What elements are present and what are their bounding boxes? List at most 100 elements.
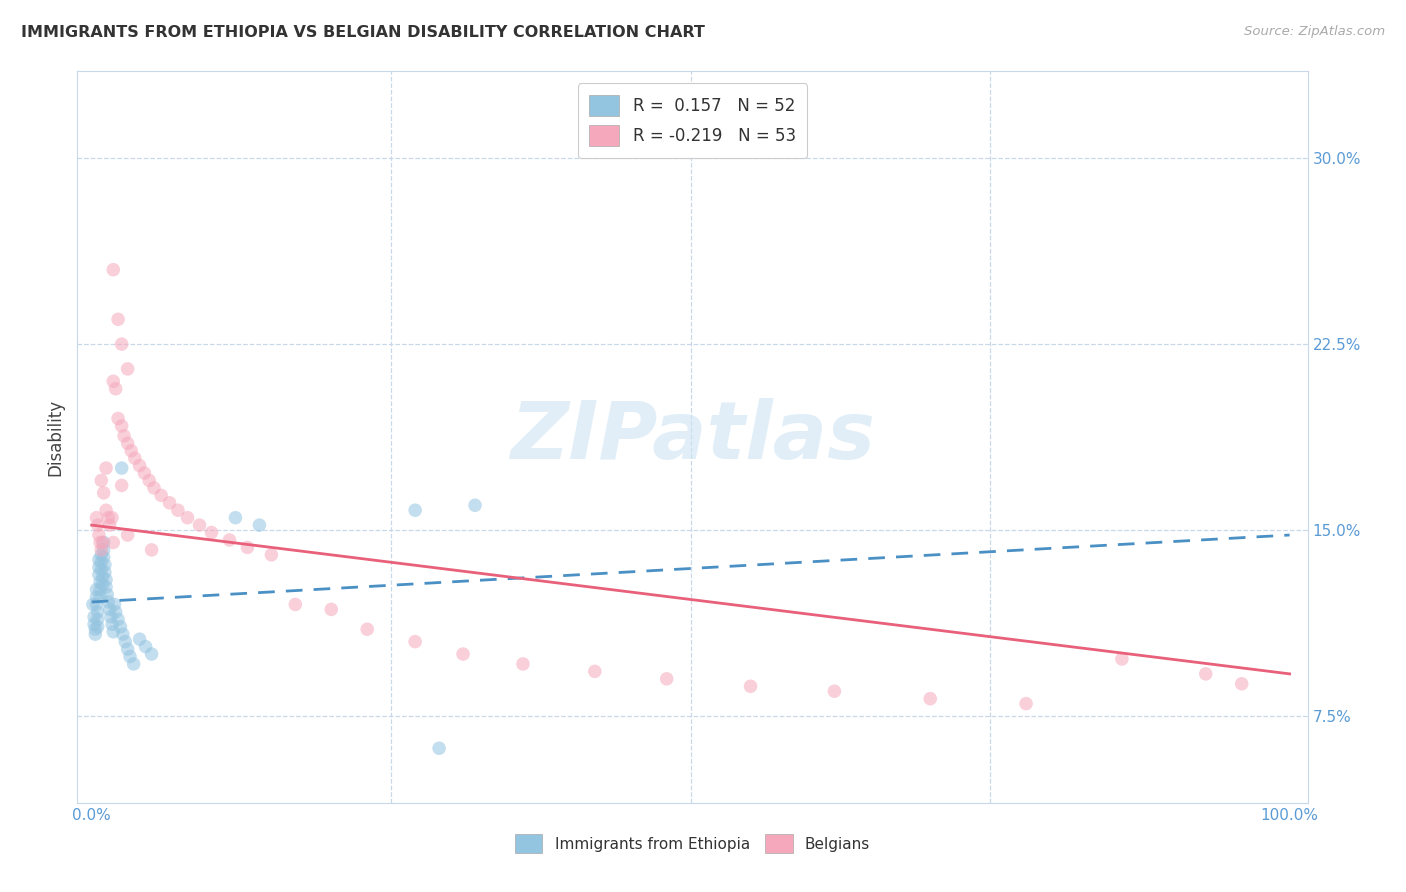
Point <box>104 605 127 619</box>
Point <box>107 312 129 326</box>
Point <box>112 429 135 443</box>
Point <box>86 518 108 533</box>
Point <box>86 612 108 626</box>
Point <box>740 679 762 693</box>
Point <box>93 535 115 549</box>
Point <box>122 657 145 671</box>
Point <box>93 486 115 500</box>
Text: ZIPatlas: ZIPatlas <box>510 398 875 476</box>
Point <box>103 598 125 612</box>
Point <box>124 451 146 466</box>
Point <box>86 598 108 612</box>
Point <box>176 510 198 524</box>
Point <box>464 498 486 512</box>
Point <box>141 542 163 557</box>
Point <box>1111 652 1133 666</box>
Point <box>104 382 127 396</box>
Point <box>86 510 108 524</box>
Point <box>111 478 134 492</box>
Point <box>107 612 129 626</box>
Point <box>101 617 124 632</box>
Point <box>141 647 163 661</box>
Point <box>128 632 150 647</box>
Point <box>134 466 156 480</box>
Point <box>90 555 112 569</box>
Point <box>218 533 240 547</box>
Point <box>167 503 190 517</box>
Point <box>200 525 222 540</box>
Point <box>93 550 115 565</box>
Point <box>98 602 121 616</box>
Point <box>91 570 114 584</box>
Point <box>111 418 134 433</box>
Point <box>404 634 426 648</box>
Point <box>82 598 104 612</box>
Point <box>90 542 112 557</box>
Point <box>87 553 110 567</box>
Point <box>111 461 134 475</box>
Point <box>93 542 115 557</box>
Point <box>159 496 181 510</box>
Point <box>356 622 378 636</box>
Point <box>404 503 426 517</box>
Point <box>117 528 139 542</box>
Point <box>89 582 111 597</box>
Point <box>111 627 134 641</box>
Point <box>87 528 110 542</box>
Point <box>224 510 246 524</box>
Point <box>101 510 124 524</box>
Point <box>1230 677 1253 691</box>
Point <box>83 617 105 632</box>
Point <box>111 337 134 351</box>
Point <box>103 262 125 277</box>
Point <box>110 620 132 634</box>
Point <box>103 624 125 639</box>
Point <box>128 458 150 473</box>
Point <box>94 573 117 587</box>
Point <box>143 481 166 495</box>
Point <box>90 474 112 488</box>
Point <box>84 622 107 636</box>
Point <box>86 590 108 604</box>
Point <box>100 610 122 624</box>
Point <box>321 602 343 616</box>
Point <box>655 672 678 686</box>
Point <box>90 563 112 577</box>
Point <box>89 590 111 604</box>
Text: Source: ZipAtlas.com: Source: ZipAtlas.com <box>1244 25 1385 38</box>
Point <box>96 588 118 602</box>
Point <box>97 595 120 609</box>
Point <box>91 535 114 549</box>
Point <box>120 443 142 458</box>
Point <box>117 436 139 450</box>
Point <box>118 649 141 664</box>
Point <box>94 580 117 594</box>
Point <box>583 665 606 679</box>
Point <box>94 558 117 572</box>
Point <box>260 548 283 562</box>
Point <box>87 567 110 582</box>
Point <box>1195 666 1218 681</box>
Point <box>135 640 157 654</box>
Point <box>451 647 474 661</box>
Point <box>84 627 107 641</box>
Y-axis label: Disability: Disability <box>46 399 65 475</box>
Point <box>114 634 136 648</box>
Point <box>188 518 211 533</box>
Point <box>138 474 160 488</box>
Point <box>1015 697 1038 711</box>
Point <box>90 548 112 562</box>
Point <box>86 605 108 619</box>
Point <box>427 741 450 756</box>
Point <box>97 510 120 524</box>
Point <box>94 461 117 475</box>
Point <box>89 575 111 590</box>
Point <box>86 620 108 634</box>
Point <box>249 518 271 533</box>
Point <box>91 577 114 591</box>
Point <box>87 560 110 574</box>
Point <box>284 598 307 612</box>
Point <box>89 535 111 549</box>
Point <box>98 518 121 533</box>
Point <box>94 503 117 517</box>
